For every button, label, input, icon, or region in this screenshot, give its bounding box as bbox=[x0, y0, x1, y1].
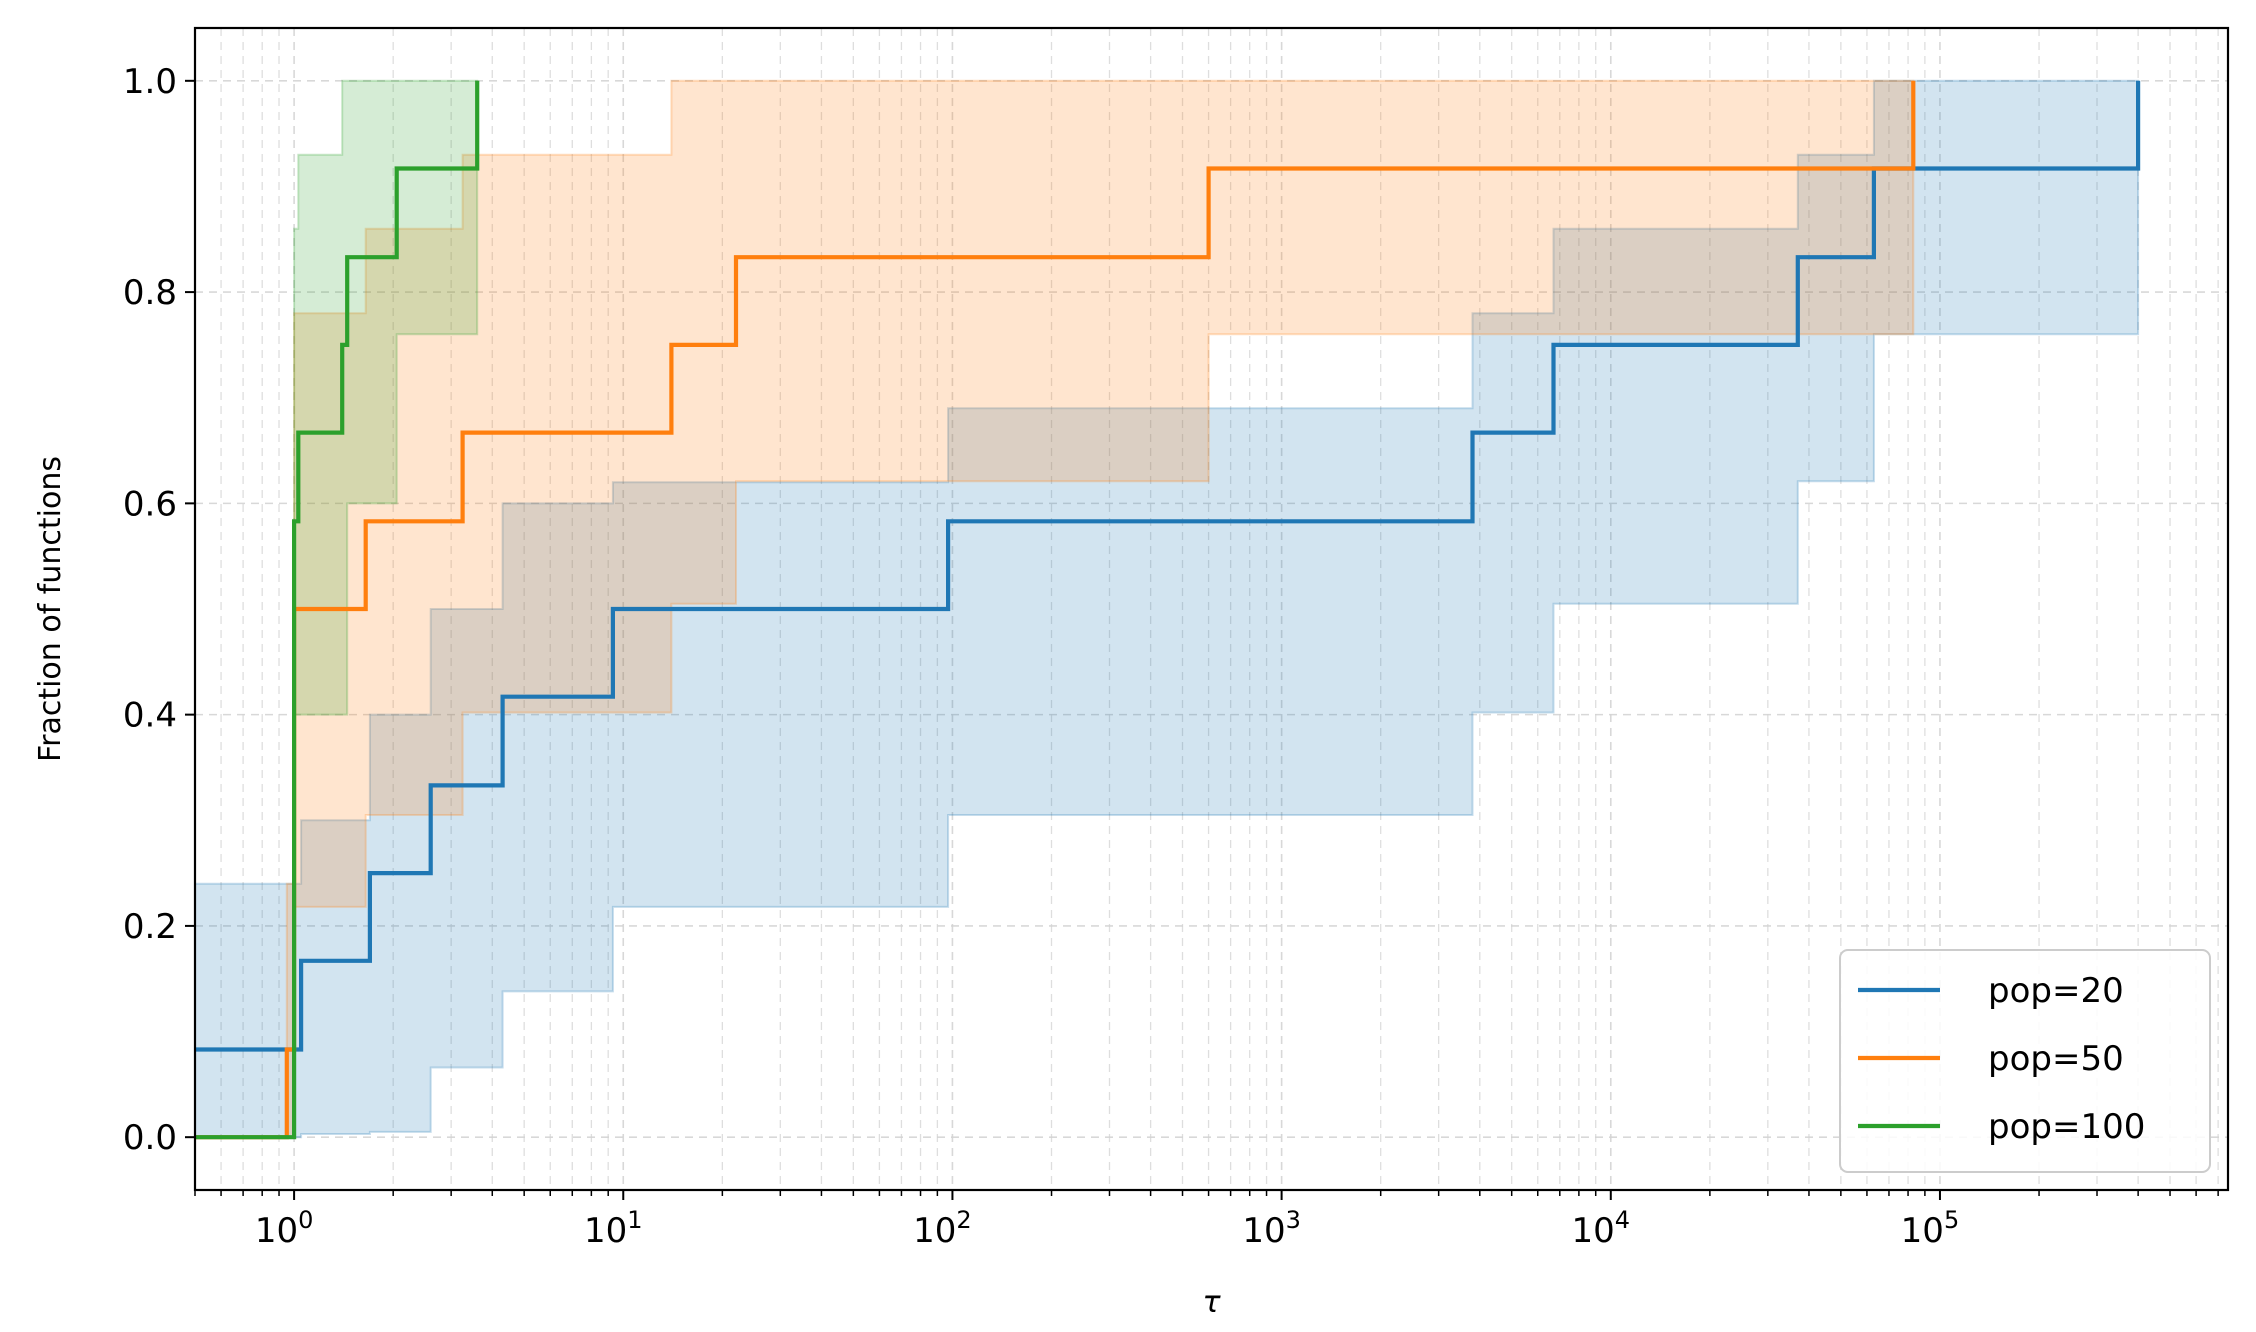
x-tick-label: 100 bbox=[255, 1206, 314, 1251]
series-line-2 bbox=[195, 80, 1916, 1140]
confidence-band-2 bbox=[195, 79, 1915, 1139]
legend-label: pop=20 bbox=[1988, 971, 2124, 1011]
y-axis: 0.0 0.2 0.4 0.6 0.8 1.0 bbox=[123, 62, 195, 1158]
x-tick-label: 102 bbox=[913, 1206, 972, 1251]
x-axis: 100 101 102 103 104 105 bbox=[194, 1190, 2219, 1251]
series-lines bbox=[195, 80, 2141, 1140]
y-tick-label: 1.0 bbox=[123, 62, 177, 102]
x-tick-label: 101 bbox=[584, 1206, 643, 1251]
x-axis-label: τ bbox=[1202, 1285, 1221, 1320]
y-tick-label: 0.6 bbox=[123, 484, 177, 524]
legend: pop=20 pop=50 pop=100 bbox=[1839, 949, 2211, 1173]
series-line-3 bbox=[195, 80, 480, 1140]
y-axis-label: Fraction of functions bbox=[33, 456, 68, 762]
x-tick-label: 105 bbox=[1901, 1206, 1960, 1251]
y-tick-label: 0.4 bbox=[123, 696, 177, 736]
legend-label: pop=100 bbox=[1988, 1107, 2145, 1147]
legend-box bbox=[1839, 949, 2211, 1173]
x-tick-label: 103 bbox=[1242, 1206, 1301, 1251]
series-line-1 bbox=[195, 80, 2141, 1052]
x-tick-label: 104 bbox=[1572, 1206, 1631, 1251]
grid bbox=[194, 28, 2228, 1190]
y-tick-label: 0.0 bbox=[123, 1118, 177, 1158]
y-tick-label: 0.2 bbox=[123, 907, 177, 947]
plot-frame bbox=[193, 26, 2230, 1192]
y-tick-label: 0.8 bbox=[123, 273, 177, 313]
legend-label: pop=50 bbox=[1988, 1039, 2124, 1079]
